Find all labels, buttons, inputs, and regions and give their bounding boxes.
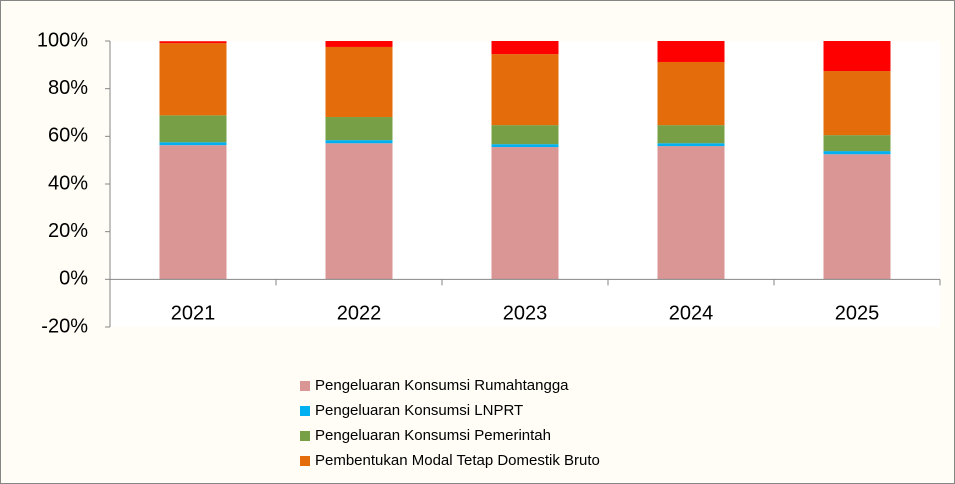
y-tick-label: -20%: [41, 315, 88, 337]
bar-segment: [823, 71, 891, 136]
y-tick-label: 80%: [48, 77, 88, 99]
bar-segment: [657, 143, 725, 147]
y-tick-label: 60%: [48, 125, 88, 147]
x-tick-label: 2023: [503, 302, 548, 324]
bar-segment: [325, 46, 393, 118]
bar-segment: [657, 146, 725, 280]
bar-segment: [159, 145, 227, 280]
bar-segment: [491, 41, 559, 55]
bar-segment: [657, 41, 725, 62]
bar-segment: [657, 61, 725, 126]
x-tick-label: 2021: [171, 302, 216, 324]
y-tick-label: 100%: [37, 29, 88, 51]
bar-segment: [491, 125, 559, 145]
bar-segment: [325, 41, 393, 47]
legend-swatch: [300, 431, 310, 441]
bar-segment: [823, 135, 891, 152]
bar-segment: [159, 43, 227, 116]
legend-label: Pembentukan Modal Tetap Domestik Bruto: [315, 452, 600, 469]
x-tick-label: 2022: [337, 302, 382, 324]
bar-segment: [823, 151, 891, 155]
x-tick-label: 2024: [669, 302, 714, 324]
legend-swatch: [300, 456, 310, 466]
legend-swatch: [300, 406, 310, 416]
bar-segment: [159, 142, 227, 146]
x-tick-label: 2025: [835, 302, 880, 324]
bar-segment: [159, 115, 227, 143]
bar-segment: [159, 41, 227, 44]
bar-segment: [325, 140, 393, 144]
bar-segment: [823, 154, 891, 280]
bar-segment: [491, 54, 559, 126]
legend-label: Pengeluaran Konsumsi LNPRT: [315, 402, 523, 419]
bar-segment: [823, 41, 891, 72]
legend-swatch: [300, 381, 310, 391]
y-tick-label: 20%: [48, 220, 88, 242]
legend-label: Pengeluaran Konsumsi Pemerintah: [315, 427, 551, 444]
bar-segment: [325, 143, 393, 280]
bar-segment: [657, 125, 725, 144]
y-tick-label: 40%: [48, 172, 88, 194]
y-tick-label: 0%: [59, 268, 88, 290]
bar-segment: [325, 117, 393, 141]
legend-label: Pengeluaran Konsumsi Rumahtangga: [315, 377, 569, 394]
bar-segment: [491, 147, 559, 280]
bar-segment: [491, 144, 559, 148]
